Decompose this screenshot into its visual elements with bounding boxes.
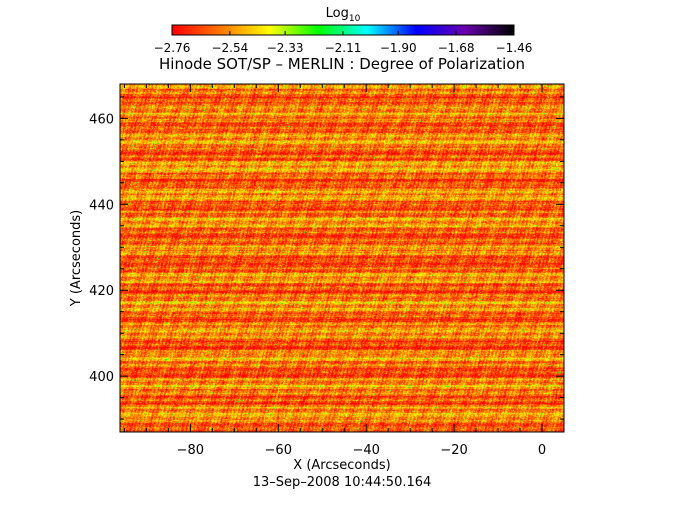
y-axis-ticks: 400 420 440 460 <box>89 96 564 420</box>
polarization-map <box>120 84 564 432</box>
x-tick-label: −60 <box>265 443 292 458</box>
colorbar-tick-label: −2.11 <box>325 41 362 55</box>
x-axis-ticks: −80 −60 −40 −20 0 <box>123 84 565 458</box>
colorbar-tick-label: −2.54 <box>211 41 248 55</box>
y-tick-label: 440 <box>89 198 114 213</box>
plot-frame <box>119 83 565 433</box>
colorbar-tick-label: −1.46 <box>496 41 533 55</box>
colorbar-label-sub: 10 <box>349 14 361 24</box>
colorbar-ticks: −2.76 −2.54 −2.33 −2.11 −1.90 −1.68 −1.46 <box>154 31 533 55</box>
x-tick-label: −80 <box>177 443 204 458</box>
y-tick-label: 460 <box>89 112 114 127</box>
x-tick-label: −20 <box>440 443 467 458</box>
chart-title: Hinode SOT/SP – MERLIN : Degree of Polar… <box>159 55 525 73</box>
colorbar-gradient <box>172 25 514 35</box>
y-tick-label: 420 <box>89 284 114 299</box>
colorbar-tick-label: −2.76 <box>154 41 191 55</box>
x-tick-label: 0 <box>538 443 546 458</box>
x-tick-label: −40 <box>352 443 379 458</box>
y-axis-label: Y (Arcseconds) <box>69 210 84 307</box>
x-axis-label: X (Arcseconds) <box>293 458 390 473</box>
colorbar-tick-label: −1.90 <box>380 41 417 55</box>
colorbar-tick-label: −2.33 <box>267 41 304 55</box>
timestamp-label: 13–Sep–2008 10:44:50.164 <box>253 475 432 490</box>
colorbar-label: Log10 <box>326 6 361 24</box>
colorbar-label-base: Log <box>326 6 349 21</box>
y-tick-label: 400 <box>89 370 114 385</box>
colorbar-tick-label: −1.68 <box>438 41 475 55</box>
